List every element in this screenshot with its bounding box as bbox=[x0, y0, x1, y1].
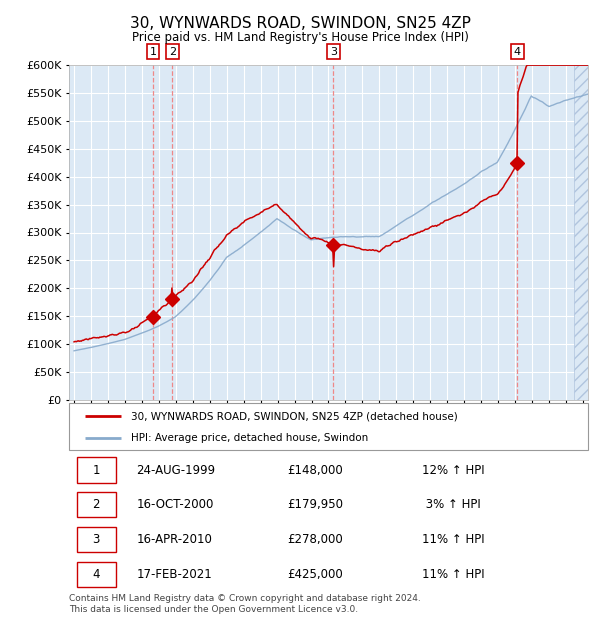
Text: £179,950: £179,950 bbox=[287, 498, 343, 511]
Text: 16-OCT-2000: 16-OCT-2000 bbox=[136, 498, 214, 511]
Text: 4: 4 bbox=[92, 568, 100, 581]
Text: 4: 4 bbox=[514, 46, 521, 56]
Text: £278,000: £278,000 bbox=[287, 533, 343, 546]
Text: 1: 1 bbox=[92, 464, 100, 477]
Text: Price paid vs. HM Land Registry's House Price Index (HPI): Price paid vs. HM Land Registry's House … bbox=[131, 31, 469, 44]
Text: 30, WYNWARDS ROAD, SWINDON, SN25 4ZP: 30, WYNWARDS ROAD, SWINDON, SN25 4ZP bbox=[130, 16, 470, 30]
Bar bbox=[77, 562, 116, 587]
Bar bbox=[574, 65, 588, 400]
Text: 30, WYNWARDS ROAD, SWINDON, SN25 4ZP (detached house): 30, WYNWARDS ROAD, SWINDON, SN25 4ZP (de… bbox=[131, 411, 458, 421]
Text: 2: 2 bbox=[169, 46, 176, 56]
Text: 11% ↑ HPI: 11% ↑ HPI bbox=[422, 533, 485, 546]
Text: HPI: Average price, detached house, Swindon: HPI: Average price, detached house, Swin… bbox=[131, 433, 368, 443]
Text: 17-FEB-2021: 17-FEB-2021 bbox=[136, 568, 212, 581]
Bar bbox=[77, 492, 116, 518]
Text: 3% ↑ HPI: 3% ↑ HPI bbox=[422, 498, 481, 511]
Text: Contains HM Land Registry data © Crown copyright and database right 2024.
This d: Contains HM Land Registry data © Crown c… bbox=[69, 595, 421, 614]
Text: £425,000: £425,000 bbox=[287, 568, 343, 581]
Text: 2: 2 bbox=[92, 498, 100, 511]
Text: 11% ↑ HPI: 11% ↑ HPI bbox=[422, 568, 485, 581]
Text: 24-AUG-1999: 24-AUG-1999 bbox=[136, 464, 215, 477]
Text: £148,000: £148,000 bbox=[287, 464, 343, 477]
Text: 3: 3 bbox=[330, 46, 337, 56]
Bar bbox=[77, 458, 116, 482]
Text: 12% ↑ HPI: 12% ↑ HPI bbox=[422, 464, 485, 477]
Text: 1: 1 bbox=[149, 46, 157, 56]
Text: 3: 3 bbox=[92, 533, 100, 546]
Text: 16-APR-2010: 16-APR-2010 bbox=[136, 533, 212, 546]
Bar bbox=[77, 527, 116, 552]
